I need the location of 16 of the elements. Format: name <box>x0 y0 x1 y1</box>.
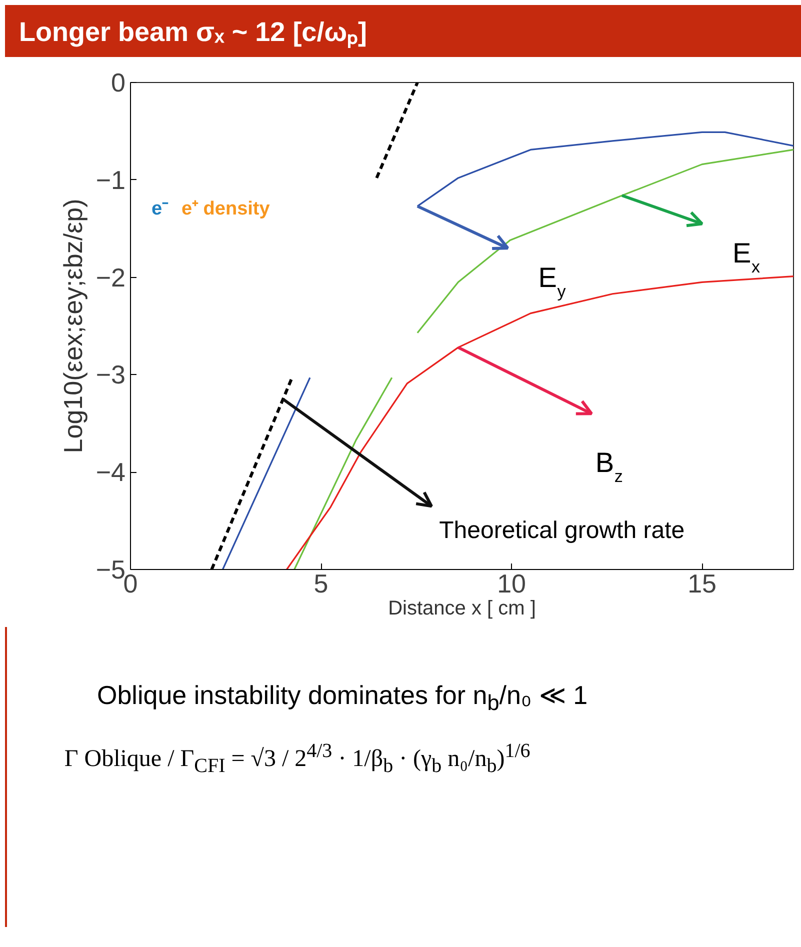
x-tick-label: 15 <box>688 568 717 598</box>
x-axis-title: Distance x [ cm ] <box>388 598 536 620</box>
y-axis-title: Log10(εex;εey;εbz/εp) <box>58 198 88 454</box>
annotation: e⁻ <box>151 198 170 220</box>
annotation: Theoretical growth rate <box>439 517 685 544</box>
annotation: e⁺ density <box>181 198 270 220</box>
y-tick-label: −1 <box>96 164 126 195</box>
text: Γ Oblique / Γ$_{CFI}$ = √3 / 2$^{4/3}$ · 1/β$_{b}$ · (γ$_{b}$ n₀/n$_{b}$)$^{1/6}$ <box>64 740 530 777</box>
x-tick-label: 10 <box>497 568 526 598</box>
chart-title: Longer beam σₓ ~ 12 [c/ωₚ] <box>19 16 367 50</box>
y-tick-label: −3 <box>96 360 126 390</box>
y-tick-label: 0 <box>111 68 126 98</box>
x-tick-label: 5 <box>314 568 328 598</box>
y-tick-label: −2 <box>96 262 126 292</box>
text: Oblique instability dominates for n$_{b}$/n₀ ≪ 1 <box>97 679 588 718</box>
y-tick-label: −4 <box>96 457 126 488</box>
